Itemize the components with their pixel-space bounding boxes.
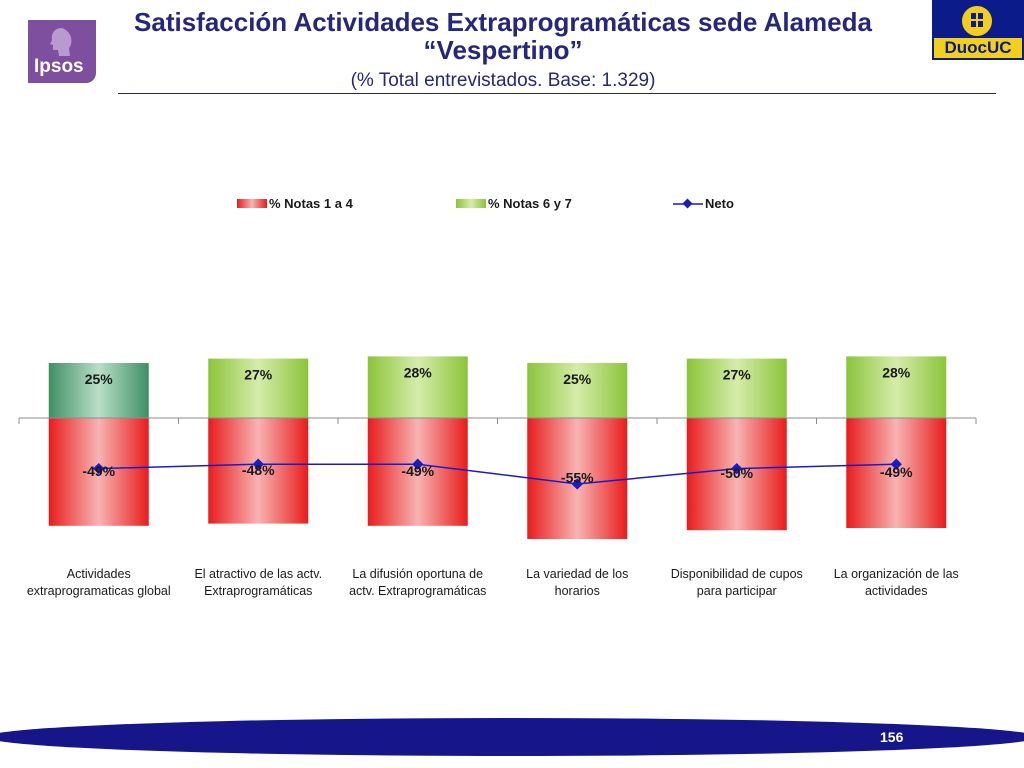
- ipsos-logo-text: Ipsos: [34, 56, 84, 77]
- legend-item-notas-1-4-swatch: [237, 199, 267, 208]
- data-label-negative: -49%: [401, 463, 434, 479]
- neto-point: [252, 458, 264, 470]
- ipsos-profile-icon: [50, 28, 72, 56]
- title-divider: [118, 93, 996, 94]
- page-subtitle: (% Total entrevistados. Base: 1.329): [350, 70, 656, 91]
- duocuc-logo: DuocUC: [932, 0, 1024, 60]
- category-label: La difusión oportuna de actv. Extraprogra…: [349, 567, 486, 598]
- data-label-positive: 28%: [882, 364, 911, 380]
- chart-bars: [48, 356, 947, 539]
- bar-negative: [846, 418, 947, 528]
- data-label-positive: 27%: [723, 367, 752, 383]
- legend-item-neto-label: Neto: [705, 196, 734, 211]
- data-label-positive: 27%: [244, 367, 273, 383]
- chart-legend: % Notas 1 a 4 % Notas 6 y 7 Neto: [237, 196, 734, 211]
- legend-item-neto-marker: [682, 198, 693, 209]
- bar-negative: [208, 418, 309, 524]
- neto-point: [571, 478, 583, 490]
- data-label-negative: -55%: [561, 470, 594, 486]
- duocuc-logo-text: DuocUC: [934, 38, 1022, 58]
- data-label-negative: -48%: [242, 462, 275, 478]
- category-label: El atractivo de las actv. Extraprogramáti…: [194, 567, 322, 598]
- category-label: Disponibilidad de cupos para participar: [671, 567, 803, 598]
- data-label-negative: -49%: [82, 463, 115, 479]
- bar-positive: [527, 363, 628, 418]
- category-label: Actividades extraprogramaticas global: [27, 567, 171, 598]
- data-label-positive: 25%: [563, 371, 592, 387]
- bar-positive: [208, 358, 309, 418]
- page-number: 156: [880, 729, 904, 745]
- footer-band: [0, 718, 1024, 756]
- data-label-negative: -49%: [880, 464, 913, 480]
- neto-point: [731, 462, 743, 475]
- bar-positive: [48, 363, 149, 418]
- bar-positive: [686, 358, 787, 418]
- data-label-negative: -50%: [720, 465, 753, 481]
- chart-labels: 25% -49% 27% -48% 28% -49% 25% -55% 27% -50% 28% -4…: [82, 364, 913, 485]
- neto-series-line: [98, 463, 897, 485]
- legend-item-notas-1-4-label: % Notas 1 a 4: [269, 196, 354, 211]
- data-label-positive: 28%: [404, 364, 433, 380]
- neto-line: [93, 458, 902, 490]
- category-labels: Actividades extraprogramaticas global El a…: [27, 567, 959, 598]
- chart-axis: [18, 417, 977, 424]
- page-title: Satisfacción Actividades Extraprogramáti…: [134, 7, 872, 65]
- duocuc-seal-icon: [960, 4, 994, 38]
- neto-point: [890, 458, 902, 470]
- legend-item-notas-6-7-swatch: [456, 199, 486, 208]
- category-label: La organización de las actividades: [834, 567, 959, 598]
- bar-positive: [367, 356, 468, 418]
- bar-positive: [846, 356, 947, 418]
- legend-item-notas-6-7-label: % Notas 6 y 7: [488, 196, 572, 211]
- data-label-positive: 25%: [85, 371, 114, 387]
- ipsos-logo: Ipsos: [28, 20, 96, 83]
- category-label: La variedad de los horarios: [526, 567, 628, 598]
- neto-point: [412, 458, 424, 470]
- bar-negative: [367, 418, 468, 526]
